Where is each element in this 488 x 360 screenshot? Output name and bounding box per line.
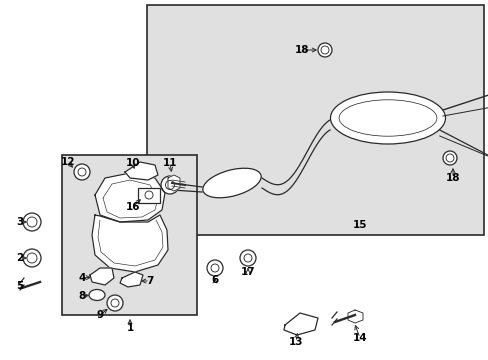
Ellipse shape xyxy=(27,217,37,227)
Text: 14: 14 xyxy=(352,333,366,343)
Ellipse shape xyxy=(23,249,41,267)
Ellipse shape xyxy=(111,299,119,307)
Ellipse shape xyxy=(27,253,37,263)
Ellipse shape xyxy=(317,43,331,57)
Text: 10: 10 xyxy=(125,158,140,168)
Polygon shape xyxy=(90,268,114,285)
Ellipse shape xyxy=(320,46,328,54)
Ellipse shape xyxy=(145,191,153,199)
Ellipse shape xyxy=(339,100,436,136)
Text: 18: 18 xyxy=(445,173,459,183)
Polygon shape xyxy=(347,310,362,323)
Ellipse shape xyxy=(74,164,90,180)
Polygon shape xyxy=(95,173,164,222)
Ellipse shape xyxy=(165,180,174,189)
Text: 7: 7 xyxy=(146,276,153,286)
Polygon shape xyxy=(168,175,180,191)
Text: 15: 15 xyxy=(352,220,366,230)
Polygon shape xyxy=(92,215,168,272)
Polygon shape xyxy=(284,313,317,335)
Ellipse shape xyxy=(78,168,86,176)
Text: 1: 1 xyxy=(126,323,133,333)
Ellipse shape xyxy=(442,151,456,165)
Text: 4: 4 xyxy=(78,273,85,283)
Ellipse shape xyxy=(161,176,179,194)
Ellipse shape xyxy=(330,92,445,144)
Text: 16: 16 xyxy=(125,202,140,212)
Text: 2: 2 xyxy=(16,253,23,263)
Bar xyxy=(138,188,160,203)
Polygon shape xyxy=(125,162,158,180)
Text: 11: 11 xyxy=(163,158,177,168)
Ellipse shape xyxy=(244,254,251,262)
Text: 9: 9 xyxy=(96,310,103,320)
Text: 8: 8 xyxy=(78,291,85,301)
Ellipse shape xyxy=(210,264,219,272)
Bar xyxy=(147,5,483,235)
Text: 5: 5 xyxy=(16,281,23,291)
Ellipse shape xyxy=(206,260,223,276)
Polygon shape xyxy=(120,272,142,287)
Bar xyxy=(62,155,197,315)
Ellipse shape xyxy=(89,289,105,301)
Ellipse shape xyxy=(203,168,261,198)
Text: 3: 3 xyxy=(16,217,23,227)
Text: 6: 6 xyxy=(211,275,218,285)
Text: 13: 13 xyxy=(288,337,303,347)
Ellipse shape xyxy=(23,213,41,231)
Ellipse shape xyxy=(107,295,123,311)
Ellipse shape xyxy=(240,250,256,266)
Ellipse shape xyxy=(445,154,453,162)
Text: 12: 12 xyxy=(61,157,75,167)
Text: 17: 17 xyxy=(240,267,255,277)
Text: 18: 18 xyxy=(294,45,308,55)
